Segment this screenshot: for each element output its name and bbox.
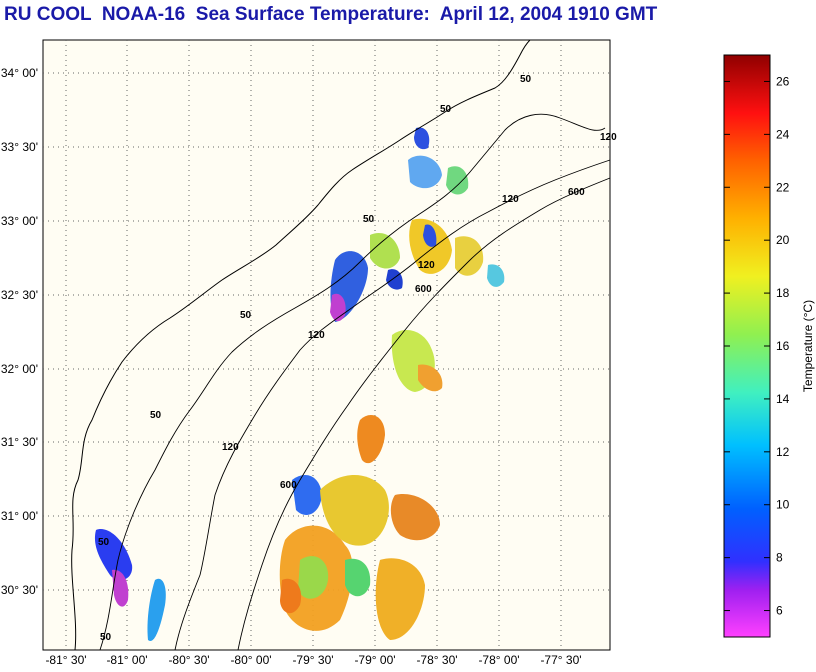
lon-label: -80° 30' <box>168 653 209 667</box>
sst-data <box>94 127 505 641</box>
sst-patch-north-2 <box>330 293 346 322</box>
map-title: RU COOL NOAA-16 Sea Surface Temperature:… <box>4 4 658 25</box>
lon-label: -78° 00' <box>478 653 519 667</box>
sst-patch-north-11 <box>386 269 403 290</box>
isobath-600 <box>237 177 611 651</box>
sst-patch-central-2 <box>418 364 443 392</box>
lon-label: -79° 30' <box>292 653 333 667</box>
isobath-label: 120 <box>600 132 617 143</box>
isobath-labels: 50 50 50 50 50 50 50 120 120 120 120 120… <box>98 74 617 643</box>
sst-patch-north-5 <box>408 155 442 189</box>
lat-label: 33° 30' <box>1 140 38 154</box>
coastline <box>71 39 531 651</box>
isobath-label: 120 <box>308 330 325 341</box>
sst-patch-blue-west2 <box>147 578 166 641</box>
isobath-50-line <box>99 113 606 651</box>
isobath-label: 600 <box>415 284 432 295</box>
isobath-600-line <box>237 177 611 651</box>
lat-label: 32° 30' <box>1 288 38 302</box>
sst-patch-green-mid <box>345 558 371 597</box>
sst-patch-north-6 <box>423 224 437 247</box>
isobath-label: 120 <box>222 442 239 453</box>
isobath-label: 50 <box>98 537 110 548</box>
sst-patch-mixed-4 <box>375 558 425 640</box>
sst-patch-mixed-1 <box>320 475 389 546</box>
isobath-label: 50 <box>150 410 162 421</box>
sst-patch-north-8 <box>487 264 505 287</box>
lon-label: -77° 30' <box>540 653 581 667</box>
sst-patch-north-7 <box>455 236 484 276</box>
lon-label: -81° 00' <box>106 653 147 667</box>
lon-label: -80° 00' <box>230 653 271 667</box>
sst-patch-blue-west1 <box>94 529 133 581</box>
isobath-label: 50 <box>520 74 532 85</box>
lat-label: 30° 30' <box>1 583 38 597</box>
graticule <box>43 40 610 650</box>
isobath-label: 50 <box>240 310 252 321</box>
sst-patch-north-3 <box>370 232 400 269</box>
isobath-label: 50 <box>100 632 112 643</box>
lat-label: 33° 00' <box>1 214 38 228</box>
sst-patch-purple-west <box>112 569 129 607</box>
longitude-labels: -81° 30' -81° 00' -80° 30' -80° 00' -79°… <box>45 653 581 667</box>
isobath-120 <box>174 159 611 651</box>
lon-label: -79° 00' <box>354 653 395 667</box>
sst-patch-south-green <box>298 556 329 599</box>
isobath-label: 120 <box>418 260 435 271</box>
isobath-50 <box>99 113 606 651</box>
isobath-label: 50 <box>440 104 452 115</box>
lat-label: 31° 30' <box>1 435 38 449</box>
sst-patch-south-orange <box>280 578 302 614</box>
lat-label: 32° 00' <box>1 362 38 376</box>
coastline-main <box>71 39 531 651</box>
isobath-label: 600 <box>568 187 585 198</box>
lon-label: -81° 30' <box>45 653 86 667</box>
sst-patch-north-9 <box>446 166 469 195</box>
sst-patch-mixed-3 <box>390 494 440 541</box>
lon-label: -78° 30' <box>416 653 457 667</box>
latitude-labels: 34° 00' 33° 30' 33° 00' 32° 30' 32° 00' … <box>1 66 38 597</box>
sst-patch-blue-mid <box>292 475 322 515</box>
isobath-label: 50 <box>363 214 375 225</box>
lat-label: 34° 00' <box>1 66 38 80</box>
sst-patch-mixed-2 <box>357 415 385 464</box>
isobath-label: 120 <box>502 194 519 205</box>
isobath-120-line <box>174 159 611 651</box>
lat-label: 31° 00' <box>1 509 38 523</box>
sst-patch-north-10 <box>414 127 430 150</box>
isobath-label: 600 <box>280 480 297 491</box>
